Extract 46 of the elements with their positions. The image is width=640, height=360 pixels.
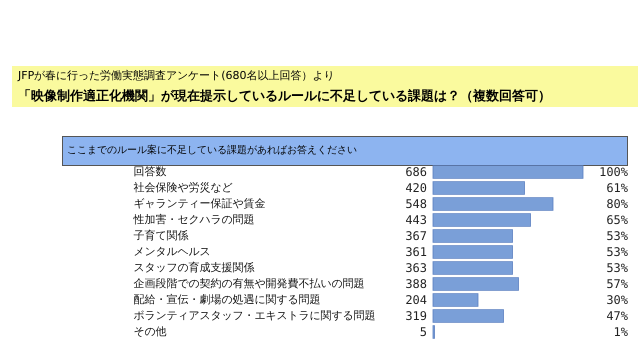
bar: [432, 165, 584, 179]
text: 443: [405, 213, 427, 227]
text: 686: [405, 165, 427, 179]
data-label: 53%: [606, 229, 629, 243]
data-label: 47%: [606, 309, 629, 323]
bar: [432, 293, 478, 307]
y-tick-label: スタッフの育成支援関係: [134, 261, 254, 274]
y-tick-label: 配給・宣伝・劇場の処遇に関する問題: [134, 293, 320, 306]
bar: [432, 213, 531, 227]
text: 204: [405, 293, 427, 307]
bar: [432, 197, 554, 211]
y-tick-label: 社会保険や労災など: [134, 181, 232, 194]
text: 361: [405, 245, 427, 259]
data-label: 80%: [606, 197, 629, 211]
bar: [432, 277, 519, 291]
bar: [432, 261, 513, 275]
text: 548: [405, 197, 427, 211]
text: JFPが春に行った労働実態調査アンケート(680名以上回答）より: [18, 68, 336, 83]
text: 363: [405, 261, 427, 275]
bar: [432, 181, 525, 195]
y-tick-label: 回答数: [134, 165, 166, 178]
data-label: 53%: [606, 245, 629, 259]
data-label: 53%: [606, 261, 629, 275]
bar: [432, 309, 504, 323]
y-tick-label: その他: [134, 325, 166, 338]
y-tick-label: 性加害・セクハラの問題: [132, 213, 254, 226]
y-tick-label: ギャランティー保証や賃金: [134, 197, 266, 210]
y-tick-label: 子育て関係: [134, 229, 188, 242]
data-label: 57%: [606, 277, 629, 291]
text: 「映像制作適正化機関」が現在提示しているルールに不足している課題は？（複数回答可）: [18, 88, 552, 105]
bar: [432, 229, 513, 243]
text: 319: [405, 309, 427, 323]
text: 5: [420, 325, 427, 339]
text: 420: [405, 181, 427, 195]
y-tick-label: メンタルヘルス: [134, 245, 210, 258]
data-label: 61%: [606, 181, 629, 195]
data-label: 1%: [614, 325, 629, 339]
data-label: 65%: [606, 213, 629, 227]
bar: [432, 245, 513, 259]
text: ここまでのルール案に不足している課題があればお答えください: [62, 136, 628, 166]
text: 388: [405, 277, 427, 291]
data-label: 100%: [599, 165, 629, 179]
y-tick-label: 企画段階での契約の有無や開発費不払いの問題: [134, 277, 364, 290]
y-tick-label: ボランティアスタッフ・エキストラに関する問題: [134, 309, 376, 322]
data-label: 30%: [606, 293, 629, 307]
text: 367: [405, 229, 427, 243]
